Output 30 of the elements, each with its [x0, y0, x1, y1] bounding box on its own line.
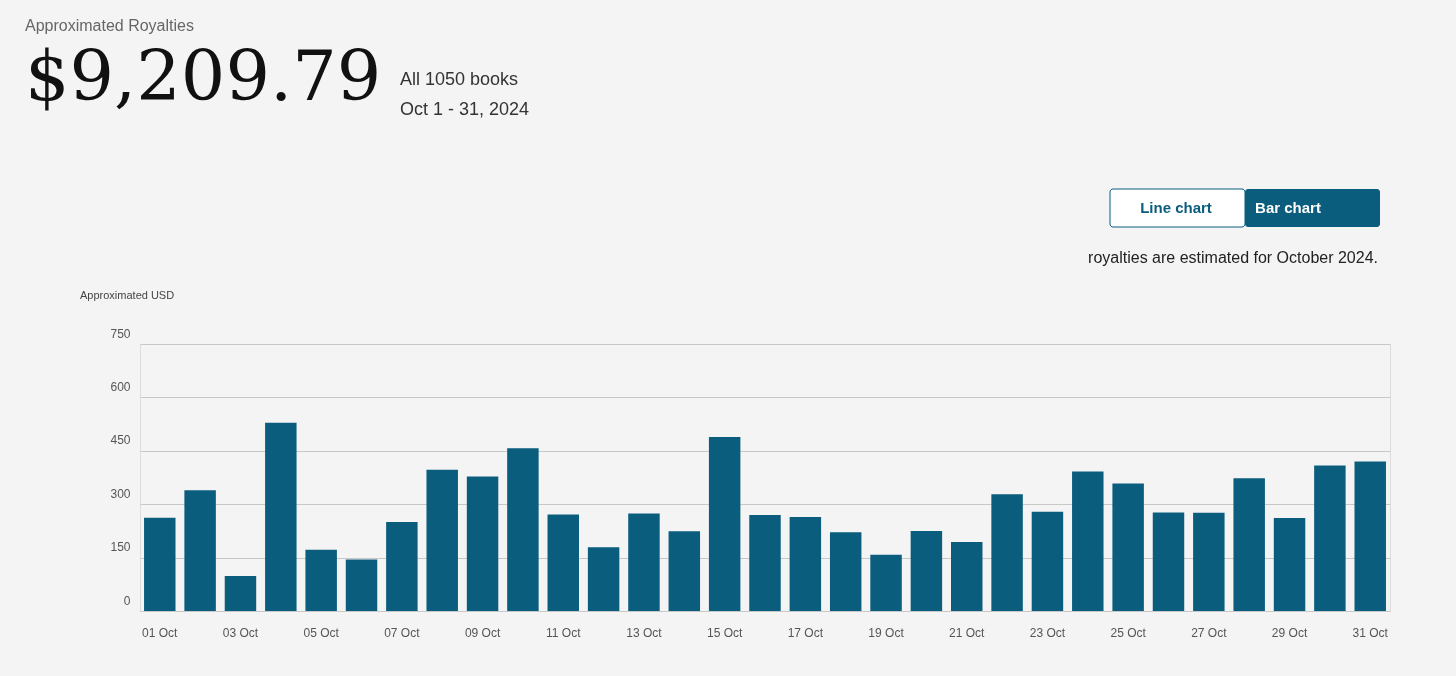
x-tick-label: 11 Oct [546, 625, 582, 640]
x-tick-label: 25 Oct [1110, 625, 1147, 640]
y-tick-label: 150 [110, 540, 131, 555]
x-tick-label: 15 Oct [706, 625, 743, 640]
x-tick-label: 17 Oct [787, 625, 824, 640]
y-tick-label: 600 [110, 379, 131, 394]
x-tick-label: 07 Oct [384, 625, 421, 640]
y-axis-title: Approximated USD [80, 289, 175, 301]
text: royalties are estimated for October 2024. [1088, 249, 1378, 266]
x-tick-label: 09 Oct [464, 625, 501, 640]
y-tick-label: 300 [110, 486, 131, 501]
x-tick-label: 21 Oct [949, 625, 986, 640]
x-tick-label: 19 Oct [868, 625, 905, 640]
x-tick-label: 27 Oct [1191, 625, 1228, 640]
text: All 1050 books [400, 69, 519, 89]
x-tick-label: 31 Oct [1352, 625, 1389, 640]
text: $9,209.79 [25, 35, 382, 117]
x-tick-label: 23 Oct [1029, 625, 1066, 640]
text: Oct 1 - 31, 2024 [400, 99, 530, 119]
chart-title: Approximated Royalties [25, 17, 194, 34]
y-tick-label: 750 [110, 326, 131, 341]
y-tick-label: 0 [123, 593, 131, 608]
y-tick-label: 450 [110, 433, 131, 448]
x-tick-label: 05 Oct [303, 625, 340, 640]
x-tick-label: 01 Oct [142, 625, 179, 640]
x-tick-label: 03 Oct [222, 625, 259, 640]
x-tick-label: 29 Oct [1271, 625, 1308, 640]
text: Bar chart [1255, 199, 1321, 216]
x-tick-label: 13 Oct [626, 625, 663, 640]
text: Line chart [1140, 199, 1212, 216]
